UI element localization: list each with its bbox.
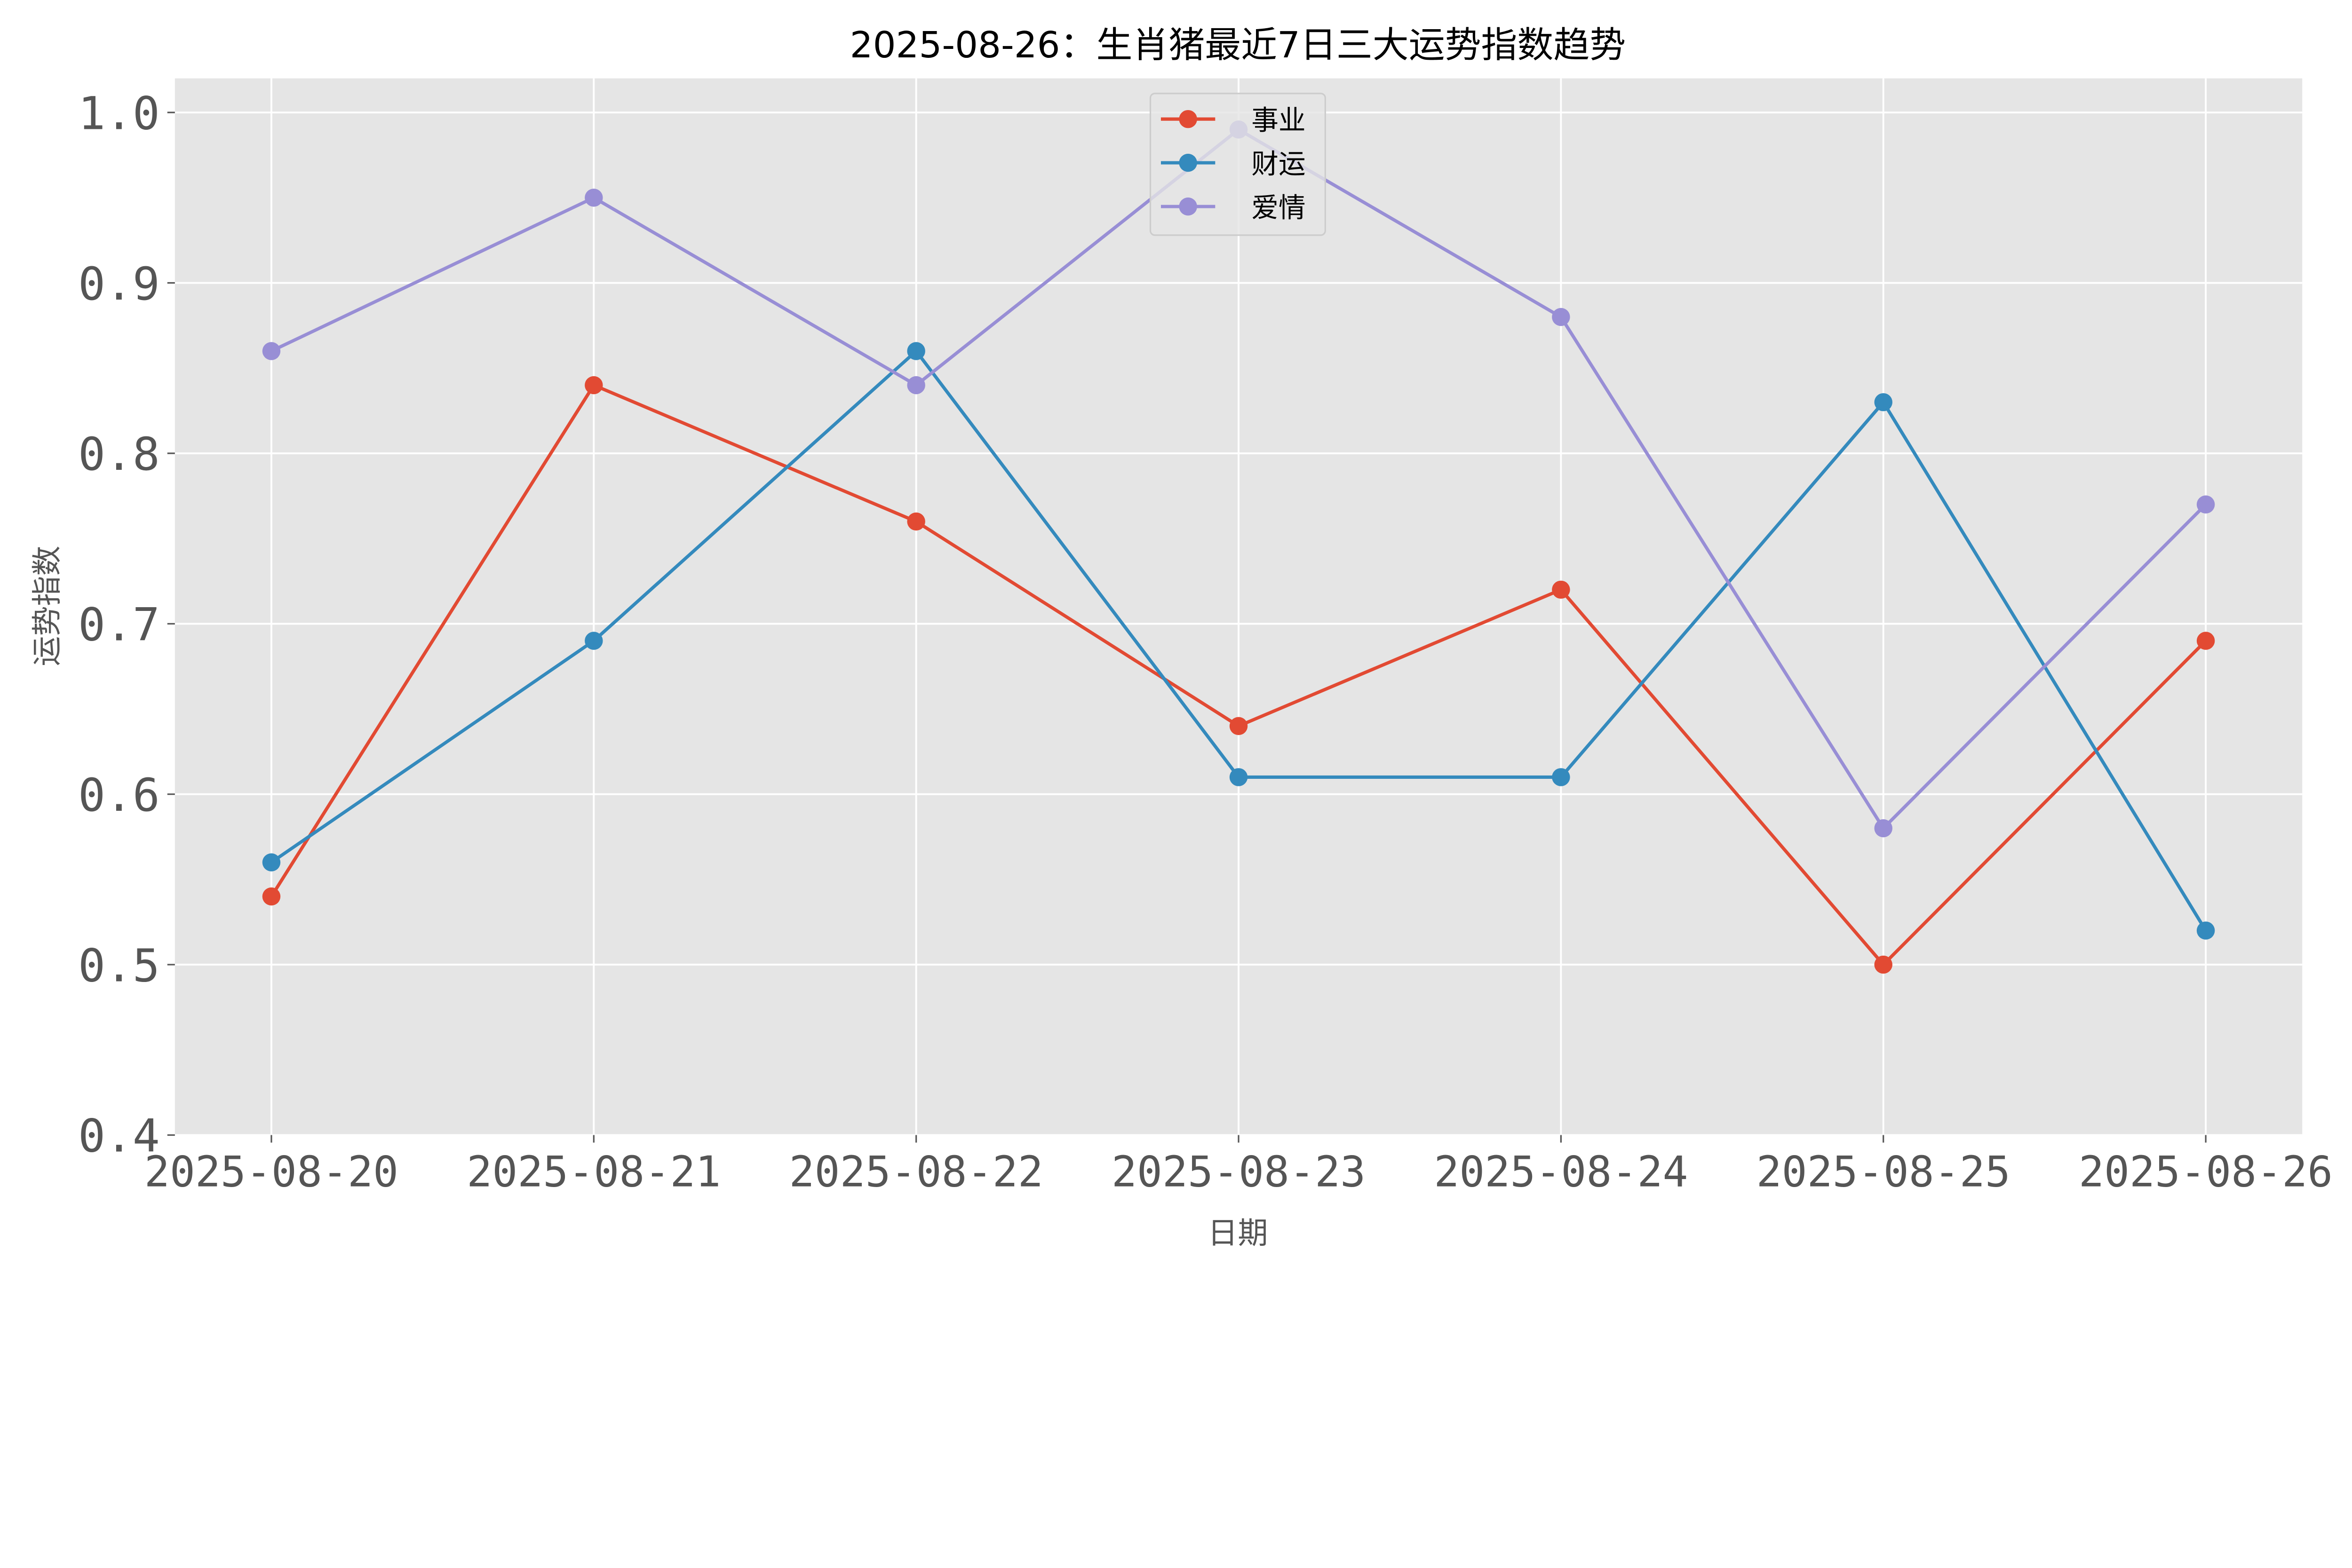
- x-tick-label: 2025-08-23: [1112, 1148, 1366, 1196]
- legend-marker: [1179, 197, 1197, 216]
- data-point: [1552, 580, 1570, 599]
- legend-marker: [1179, 153, 1197, 172]
- legend-label: 爱情: [1251, 192, 1305, 224]
- data-point: [1874, 393, 1892, 412]
- series-1: [262, 376, 2215, 974]
- y-axis-label: 运势指数: [30, 546, 65, 666]
- data-point: [907, 512, 925, 531]
- chart-title: 2025-08-26：生肖猪最近7日三大运势指数趋势: [850, 24, 1626, 66]
- x-tick-label: 2025-08-21: [467, 1148, 721, 1196]
- data-point: [1874, 955, 1892, 974]
- data-point: [585, 189, 603, 207]
- y-tick-label: 0.4: [78, 1110, 160, 1163]
- legend-label: 事业: [1251, 104, 1305, 136]
- legend-marker: [1179, 110, 1197, 128]
- data-point: [262, 853, 281, 871]
- axis-ticks: 2025-08-20 2025-08-21 2025-08-22 2025-08-23…: [78, 87, 2333, 1196]
- data-point: [585, 632, 603, 650]
- data-point: [1552, 768, 1570, 786]
- y-tick-label: 1.0: [78, 87, 160, 140]
- data-point: [2196, 495, 2215, 514]
- x-tick-label: 2025-08-26: [2079, 1148, 2333, 1196]
- data-point: [262, 342, 281, 360]
- y-tick-label: 0.7: [78, 599, 160, 651]
- x-tick-label: 2025-08-22: [789, 1148, 1043, 1196]
- data-point: [1874, 819, 1892, 838]
- data-point: [907, 342, 925, 360]
- series-lines: [262, 120, 2215, 974]
- legend-label: 财运: [1251, 148, 1305, 180]
- y-tick-label: 0.6: [78, 769, 160, 822]
- y-tick-label: 0.9: [78, 258, 160, 310]
- data-point: [907, 376, 925, 395]
- x-tick-label: 2025-08-24: [1434, 1148, 1688, 1196]
- y-tick-label: 0.5: [78, 939, 160, 992]
- series-2: [262, 342, 2215, 940]
- line-chart: 2025-08-20 2025-08-21 2025-08-22 2025-08-23…: [30, 24, 2333, 1251]
- y-tick-label: 0.8: [78, 428, 160, 481]
- data-point: [2196, 632, 2215, 650]
- data-point: [585, 376, 603, 395]
- data-point: [1552, 308, 1570, 326]
- data-point: [1229, 717, 1248, 735]
- data-point: [262, 887, 281, 906]
- data-point: [1229, 768, 1248, 786]
- x-axis-label: 日期: [1208, 1216, 1268, 1251]
- x-tick-label: 2025-08-20: [144, 1148, 398, 1196]
- x-tick-label: 2025-08-25: [1756, 1148, 2010, 1196]
- data-point: [2196, 921, 2215, 940]
- legend-box: [1149, 93, 1326, 236]
